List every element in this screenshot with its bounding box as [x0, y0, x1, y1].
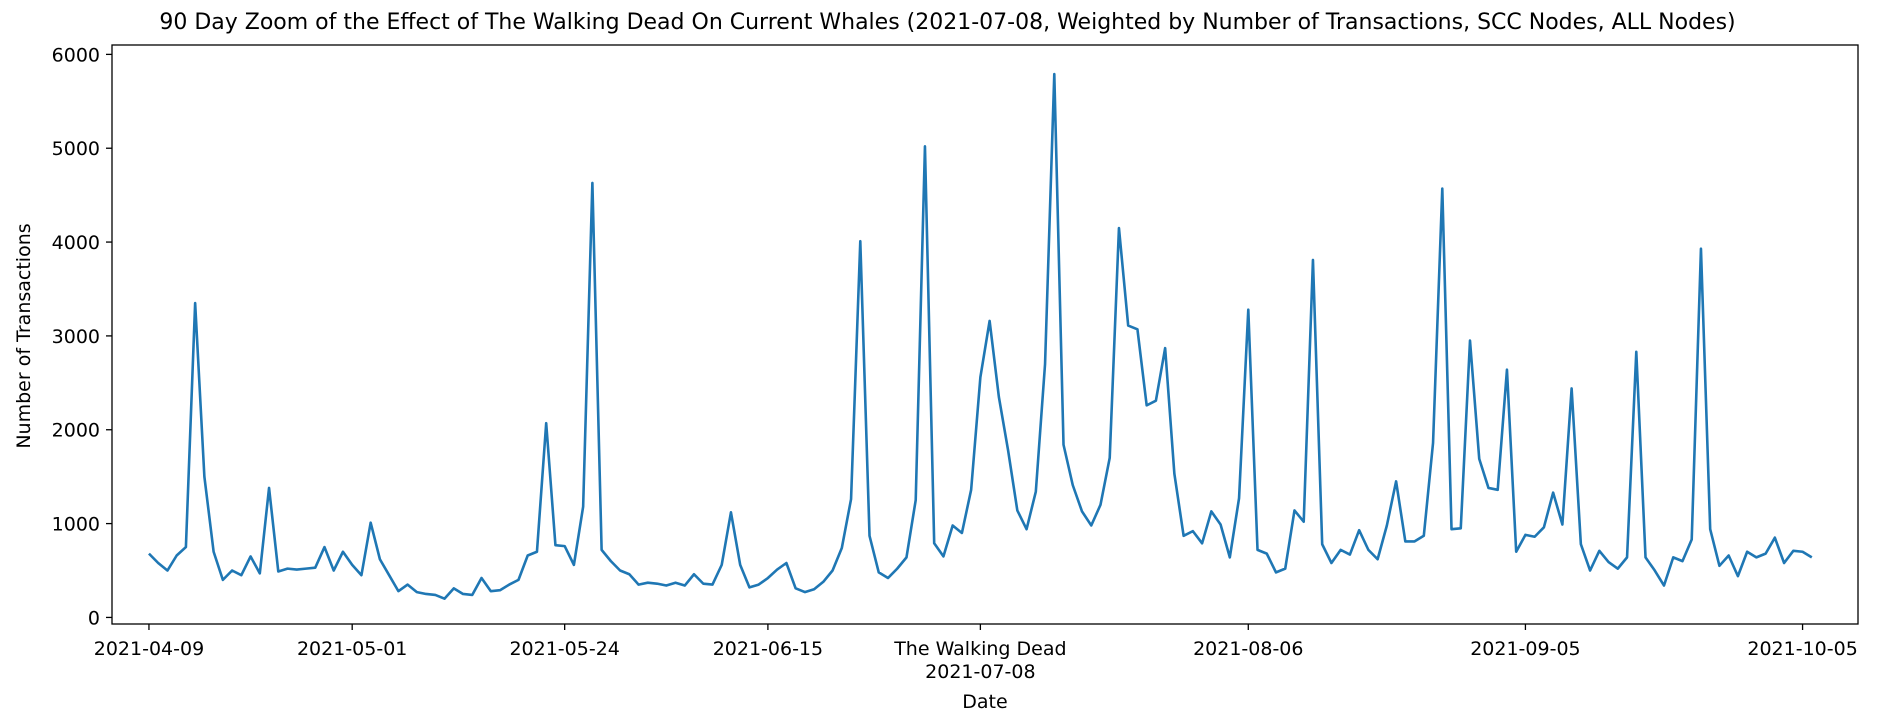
x-axis: 2021-04-09 2021-05-01 2021-05-24 2021-06-15…	[94, 624, 1858, 683]
x-tick-label-secondary: 2021-07-08	[925, 661, 1035, 683]
x-tick-label: 2021-08-06	[1193, 638, 1303, 660]
y-axis-label: Number of Transactions	[13, 223, 35, 448]
y-axis: 0 1000 2000 3000 4000 5000 6000	[52, 44, 112, 629]
x-tick-label: 2021-09-05	[1470, 638, 1580, 660]
y-tick-label: 1000	[52, 514, 100, 536]
x-tick-label: 2021-10-05	[1747, 638, 1857, 660]
x-tick-label: The Walking Dead	[893, 638, 1066, 660]
y-tick-label: 3000	[52, 326, 100, 348]
series-line	[148, 72, 1813, 600]
plot-area	[111, 44, 1859, 625]
y-tick-label: 0	[88, 607, 100, 629]
series-layer	[148, 72, 1813, 600]
plot-frame	[111, 44, 1859, 625]
y-tick-label: 5000	[52, 138, 100, 160]
x-axis-label: Date	[962, 691, 1007, 713]
x-tick-label: 2021-06-15	[713, 638, 823, 660]
x-tick-label: 2021-05-01	[297, 638, 407, 660]
x-tick-label: 2021-04-09	[94, 638, 204, 660]
y-tick-label: 2000	[52, 420, 100, 442]
x-tick-label: 2021-05-24	[509, 638, 619, 660]
y-tick-label: 6000	[52, 44, 100, 66]
chart-title: 90 Day Zoom of the Effect of The Walking…	[159, 10, 1736, 35]
y-tick-label: 4000	[52, 232, 100, 254]
